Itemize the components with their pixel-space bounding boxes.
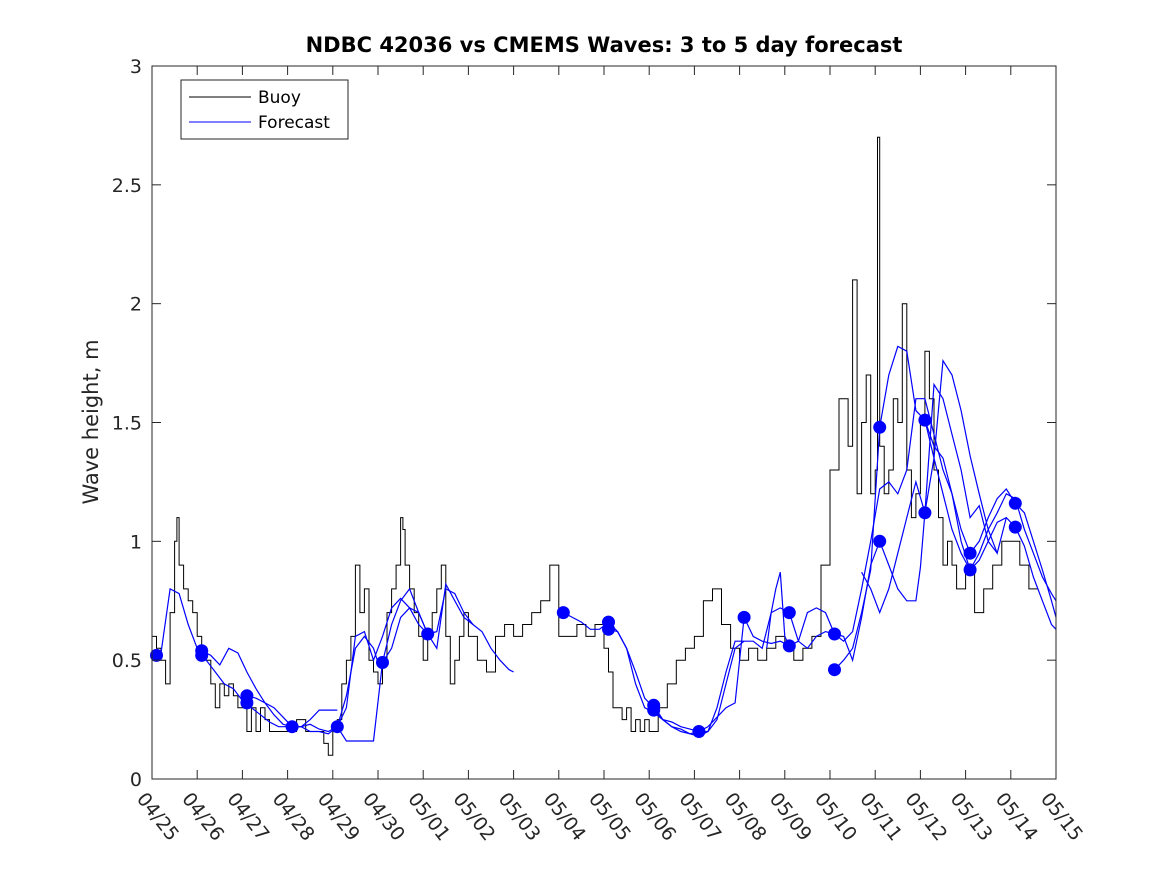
forecast-marker bbox=[602, 622, 615, 636]
forecast-series-line-9 bbox=[653, 615, 790, 735]
marker-layer bbox=[150, 413, 1022, 738]
forecast-series-line-11 bbox=[766, 541, 881, 663]
forecast-marker bbox=[782, 639, 796, 653]
y-tick-label: 1 bbox=[130, 531, 142, 553]
forecast-marker bbox=[963, 546, 977, 560]
forecast-marker bbox=[918, 506, 932, 520]
forecast-marker bbox=[330, 720, 344, 734]
forecast-series-line-6 bbox=[381, 582, 514, 673]
forecast-series-line-3 bbox=[246, 635, 379, 733]
forecast-series-line-10 bbox=[698, 607, 835, 733]
legend-forecast-label: Forecast bbox=[258, 113, 330, 133]
forecast-series-line-16 bbox=[924, 419, 1057, 602]
forecast-marker bbox=[421, 627, 435, 641]
y-tick-label: 0.5 bbox=[112, 650, 142, 672]
forecast-marker bbox=[240, 696, 254, 710]
forecast-marker bbox=[647, 703, 661, 717]
y-tick-label: 0 bbox=[130, 769, 142, 791]
forecast-marker bbox=[828, 627, 841, 641]
forecast-marker bbox=[737, 610, 751, 624]
forecast-marker bbox=[828, 663, 841, 677]
forecast-marker bbox=[782, 606, 796, 620]
legend-buoy-label: Buoy bbox=[258, 88, 301, 108]
y-tick-label: 2 bbox=[130, 294, 142, 316]
forecast-marker bbox=[285, 720, 299, 734]
forecast-marker bbox=[376, 656, 389, 669]
y-tick-label: 2.5 bbox=[112, 175, 142, 197]
forecast-series-line-13 bbox=[834, 345, 971, 671]
forecast-marker bbox=[1008, 496, 1022, 510]
legend: Buoy Forecast bbox=[180, 79, 349, 140]
buoy-series-line bbox=[152, 136, 1038, 756]
y-tick-label: 1.5 bbox=[112, 413, 142, 435]
forecast-series-line-8 bbox=[608, 628, 745, 737]
chart-title: NDBC 42036 vs CMEMS Waves: 3 to 5 day fo… bbox=[306, 33, 903, 57]
forecast-marker bbox=[1008, 520, 1022, 534]
y-tick-label: 3 bbox=[130, 56, 142, 78]
forecast-series-line-12 bbox=[834, 398, 971, 643]
forecast-marker bbox=[556, 606, 570, 620]
forecast-marker bbox=[873, 420, 887, 434]
forecast-series-line-14 bbox=[861, 382, 998, 615]
forecast-marker bbox=[918, 413, 932, 427]
forecast-marker bbox=[692, 725, 706, 738]
forecast-marker bbox=[963, 563, 977, 577]
y-axis-label: Wave height, m bbox=[79, 339, 103, 504]
forecast-marker bbox=[873, 534, 887, 548]
forecast-series-line-15 bbox=[879, 358, 1007, 602]
legend-box bbox=[180, 79, 349, 140]
forecast-series-line-4 bbox=[292, 597, 429, 735]
forecast-series-line-1 bbox=[151, 587, 288, 728]
forecast-series-line-7 bbox=[563, 612, 700, 733]
forecast-marker bbox=[150, 648, 163, 662]
forecast-marker bbox=[195, 648, 209, 662]
plot-area bbox=[152, 66, 1056, 779]
